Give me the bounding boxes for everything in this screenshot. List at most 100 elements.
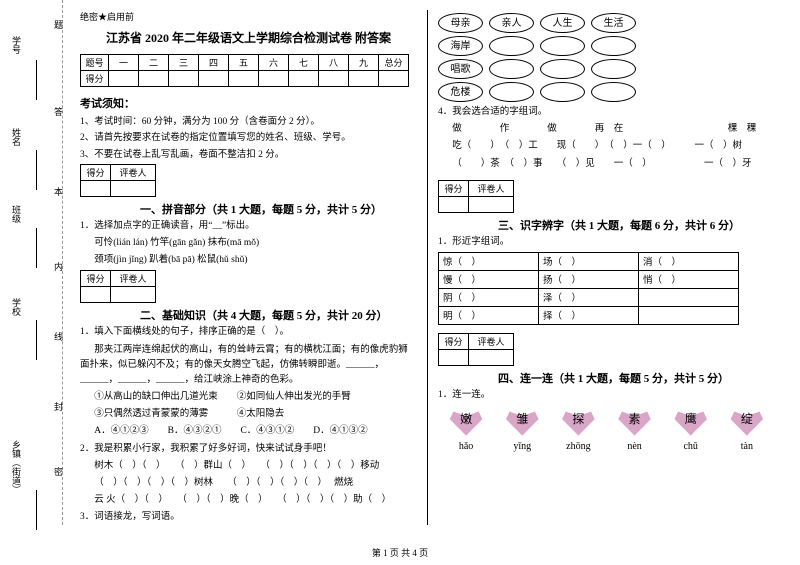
ct-cell: 明（ bbox=[443, 312, 462, 322]
notice-line: 2、请首先按要求在试卷的指定位置填写您的姓名、班级、学号。 bbox=[80, 131, 417, 145]
ct-cell: 悄（ bbox=[643, 276, 662, 286]
ct-cell: 阴（ bbox=[443, 294, 462, 304]
ct-blank bbox=[639, 288, 739, 306]
oval-cell: 危楼 bbox=[438, 82, 483, 102]
score-input[interactable] bbox=[259, 71, 289, 87]
binding-label: 学号 bbox=[10, 36, 23, 54]
heart-icon[interactable]: 雏 bbox=[504, 407, 540, 437]
heart-icon[interactable]: 鹰 bbox=[673, 407, 709, 437]
q2a-stem: 2．我是积累小行家，我积累了好多好词，快来试试身手吧！ bbox=[80, 442, 417, 457]
oval-cell: 人生 bbox=[540, 13, 585, 33]
pinyin-row: hǎo yīng zhōng nèn chū tàn bbox=[438, 441, 775, 452]
oval-cell: 母亲 bbox=[438, 13, 483, 33]
classification: 绝密★启用前 bbox=[80, 10, 417, 23]
q2a-line: 云 火（ ）（ ） （ ）（ ）晚（ ） （ ）（ ）（ ）助（ ） bbox=[80, 493, 417, 508]
q4-stem: 4．我会选合适的字组词。 bbox=[438, 105, 775, 120]
section-3-title: 三、识字辨字（共 1 大题，每题 6 分，共计 6 分） bbox=[498, 217, 775, 233]
score-input[interactable] bbox=[319, 71, 349, 87]
heart-icon[interactable]: 探 bbox=[560, 407, 596, 437]
notice-line: 3、不要在试卷上乱写乱画，卷面不整洁扣 2 分。 bbox=[80, 148, 417, 162]
heart-icon[interactable]: 素 bbox=[617, 407, 653, 437]
pinyin[interactable]: nèn bbox=[617, 441, 653, 452]
score-input[interactable] bbox=[379, 71, 409, 87]
score-table: 题号 一 二 三 四 五 六 七 八 九 总分 得分 bbox=[80, 54, 409, 87]
q1-line: 颈项(jìn jǐng) 趴着(bā pā) 松鼠(hǔ shǔ) bbox=[80, 253, 417, 268]
oval-blank[interactable] bbox=[540, 36, 585, 56]
heart-icon[interactable]: 绽 bbox=[729, 407, 765, 437]
oval-grid: 母亲 亲人 人生 生活 海岸 唱歌 危楼 bbox=[438, 13, 775, 102]
oval-cell: 海岸 bbox=[438, 36, 483, 56]
score-cell: 一 bbox=[109, 55, 139, 71]
score-input[interactable] bbox=[349, 71, 379, 87]
ct-cell: ） bbox=[572, 258, 582, 268]
mini-cell: 得分 bbox=[81, 164, 111, 180]
score-input[interactable] bbox=[229, 71, 259, 87]
grader-table: 得分评卷人 bbox=[438, 180, 514, 213]
dash-char: 题 bbox=[54, 18, 63, 31]
pinyin[interactable]: chū bbox=[673, 441, 709, 452]
q2-stem: 1．填入下面横线处的句子，排序正确的是（ ）。 bbox=[80, 325, 417, 340]
oval-cell: 唱歌 bbox=[438, 59, 483, 79]
ct-cell: 慢（ bbox=[443, 276, 462, 286]
mini-blank[interactable] bbox=[81, 287, 111, 303]
dash-char: 内 bbox=[54, 260, 63, 273]
ct-cell: ） bbox=[572, 276, 582, 286]
dash-char: 密 bbox=[54, 465, 63, 478]
oval-blank[interactable] bbox=[591, 82, 636, 102]
pinyin[interactable]: hǎo bbox=[448, 441, 484, 452]
ct-cell: ） bbox=[472, 294, 482, 304]
ct-cell: ） bbox=[472, 276, 482, 286]
mini-blank[interactable] bbox=[439, 349, 469, 365]
s4-stem: 1．连一连。 bbox=[438, 388, 775, 403]
score-input[interactable] bbox=[139, 71, 169, 87]
oval-blank[interactable] bbox=[591, 36, 636, 56]
q3-stem: 3．词语接龙，写词语。 bbox=[80, 510, 417, 525]
mini-blank[interactable] bbox=[81, 180, 111, 196]
oval-blank[interactable] bbox=[540, 59, 585, 79]
mini-blank[interactable] bbox=[111, 287, 156, 303]
mini-blank[interactable] bbox=[469, 196, 514, 212]
pinyin[interactable]: yīng bbox=[504, 441, 540, 452]
oval-cell: 亲人 bbox=[489, 13, 534, 33]
mini-blank[interactable] bbox=[439, 196, 469, 212]
ct-cell: ） bbox=[472, 258, 482, 268]
mini-cell: 评卷人 bbox=[111, 164, 156, 180]
pinyin[interactable]: tàn bbox=[729, 441, 765, 452]
ct-cell: ） bbox=[572, 312, 582, 322]
score-input[interactable] bbox=[199, 71, 229, 87]
oval-blank[interactable] bbox=[489, 36, 534, 56]
score-cell: 八 bbox=[319, 55, 349, 71]
q2a-line: 树木（ ）（ ） （ ）群山（ ） （ ）（ ）（ ）（ ）移动 bbox=[80, 459, 417, 474]
binding-label: 学校 bbox=[10, 298, 23, 316]
mini-cell: 评卷人 bbox=[469, 180, 514, 196]
page: 绝密★启用前 江苏省 2020 年二年级语文上学期综合检测试卷 附答案 题号 一… bbox=[0, 0, 800, 525]
dash-char: 本 bbox=[54, 185, 63, 198]
oval-blank[interactable] bbox=[540, 82, 585, 102]
dash-char: 答 bbox=[54, 105, 63, 118]
oval-blank[interactable] bbox=[489, 59, 534, 79]
ct-cell: 择（ bbox=[543, 312, 562, 322]
q2a-line: （ ）（ ）（ ）（ ）树林 （ ）（ ）（ ）（ ） 燃烧 bbox=[80, 476, 417, 491]
notice-line: 1、考试时间：60 分钟，满分为 100 分（含卷面分 2 分）。 bbox=[80, 115, 417, 129]
pinyin[interactable]: zhōng bbox=[560, 441, 596, 452]
score-input[interactable] bbox=[109, 71, 139, 87]
score-cell: 二 bbox=[139, 55, 169, 71]
binding-label: 姓名 bbox=[10, 128, 23, 146]
mini-blank[interactable] bbox=[111, 180, 156, 196]
score-cell: 五 bbox=[229, 55, 259, 71]
s3-stem: 1．形近字组词。 bbox=[438, 235, 775, 250]
grader-table: 得分评卷人 bbox=[80, 270, 156, 303]
score-input[interactable] bbox=[289, 71, 319, 87]
oval-blank[interactable] bbox=[489, 82, 534, 102]
score-cell: 六 bbox=[259, 55, 289, 71]
oval-blank[interactable] bbox=[591, 59, 636, 79]
binding-label: 乡镇（街道） bbox=[10, 440, 23, 494]
mini-blank[interactable] bbox=[469, 349, 514, 365]
grader-table: 得分评卷人 bbox=[80, 164, 156, 197]
notice-title: 考试须知： bbox=[80, 95, 417, 111]
score-input[interactable] bbox=[169, 71, 199, 87]
heart-icon[interactable]: 嫩 bbox=[448, 407, 484, 437]
ct-cell: ） bbox=[472, 312, 482, 322]
mini-cell: 评卷人 bbox=[469, 333, 514, 349]
q1-line: 可怜(lián lán) 竹竿(gān gǎn) 抹布(mā mǒ) bbox=[80, 236, 417, 251]
